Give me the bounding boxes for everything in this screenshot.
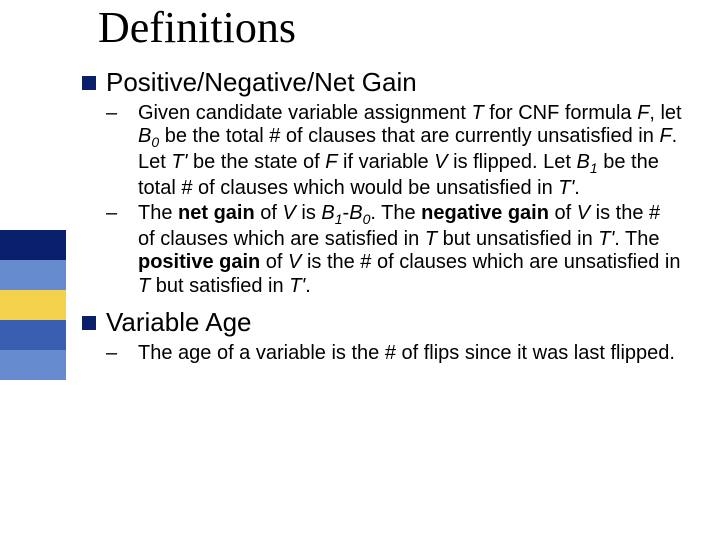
bullet-1-sublist: –Given candidate variable assignment T f…: [122, 102, 682, 299]
sub-item-2: –The net gain of V is B1-B0. The negativ…: [122, 202, 682, 298]
slide-body: Positive/Negative/Net Gain –Given candid…: [82, 68, 682, 376]
bullet-2-label: Variable Age: [106, 308, 252, 338]
bullet-item-2: Variable Age: [82, 308, 682, 338]
square-bullet-icon: [82, 316, 96, 330]
slide: Definitions Positive/Negative/Net Gain –…: [0, 0, 720, 540]
stripe-3: [0, 290, 66, 320]
slide-title: Definitions: [98, 2, 296, 53]
accent-stripes: [0, 230, 66, 380]
stripe-2: [0, 260, 66, 290]
bullet-2-sublist: –The age of a variable is the # of flips…: [122, 342, 682, 366]
stripe-5: [0, 350, 66, 380]
sub-item-1: –Given candidate variable assignment T f…: [122, 102, 682, 200]
stripe-1: [0, 230, 66, 260]
stripe-4: [0, 320, 66, 350]
square-bullet-icon: [82, 76, 96, 90]
bullet-item-1: Positive/Negative/Net Gain: [82, 68, 682, 98]
sub-item-3: –The age of a variable is the # of flips…: [122, 342, 682, 366]
bullet-1-label: Positive/Negative/Net Gain: [106, 68, 417, 98]
